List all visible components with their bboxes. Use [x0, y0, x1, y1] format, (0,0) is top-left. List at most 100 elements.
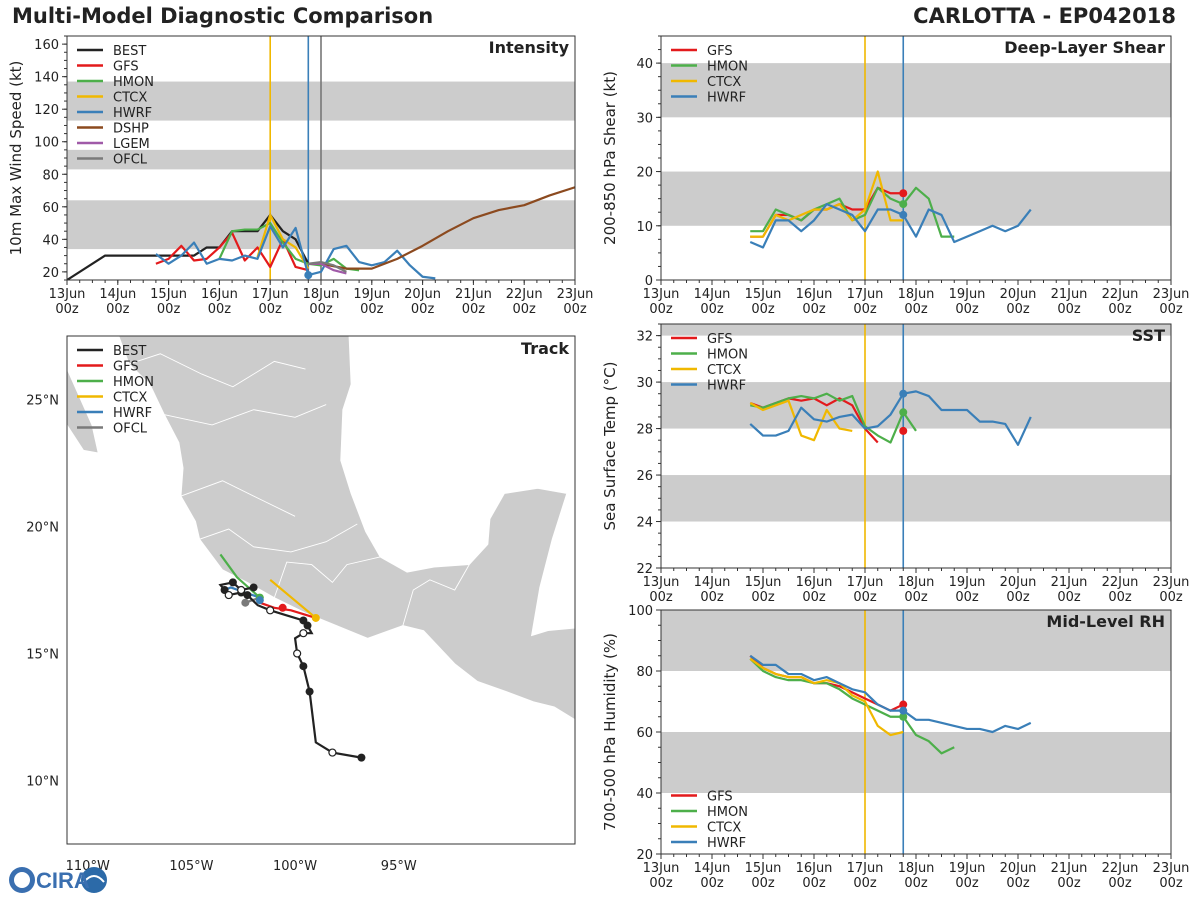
rh-xtick-label: 00z: [649, 876, 673, 891]
shear-ytick-label: 30: [636, 111, 653, 126]
shear-marker-hwrf: [899, 210, 908, 219]
rh-marker-hwrf: [899, 706, 908, 715]
rh-xtick-label: 00z: [751, 876, 775, 891]
rh-legend-label: HWRF: [707, 836, 746, 851]
shear-xtick-label: 00z: [649, 302, 673, 317]
intensity-xtick-label: 00z: [462, 302, 486, 317]
figure-title: Multi-Model Diagnostic Comparison: [12, 4, 434, 28]
track-xtick-label: 105°W: [169, 859, 213, 874]
sst-title: SST: [1132, 326, 1165, 345]
rh-ylabel: 700-500 hPa Humidity (%): [601, 633, 619, 831]
rh-legend-label: HMON: [707, 805, 748, 820]
shear-threshold-band: [661, 171, 1171, 226]
shear-xtick-label: 18Jun: [898, 287, 935, 302]
track-ofcl-marker: [241, 598, 250, 607]
track-best-point: [228, 578, 237, 587]
rh-title: Mid-Level RH: [1046, 612, 1165, 631]
rh-xtick-label: 15Jun: [745, 861, 782, 876]
sst-xtick-label: 00z: [955, 590, 979, 605]
sst-xtick-label: 21Jun: [1051, 575, 1088, 590]
shear-xtick-label: 00z: [1159, 302, 1183, 317]
intensity-xtick-label: 22Jun: [506, 287, 543, 302]
shear-xtick-label: 00z: [1006, 302, 1030, 317]
land-mexico: [67, 336, 575, 721]
rh-xtick-label: 23Jun: [1153, 861, 1190, 876]
sst-legend-label: HMON: [707, 348, 748, 363]
intensity-xtick-label: 19Jun: [353, 287, 390, 302]
rh-xtick-label: 00z: [904, 876, 928, 891]
state-border: [180, 480, 296, 517]
sst-series-hmon: [750, 392, 917, 444]
state-border: [164, 404, 327, 426]
intensity-xtick-label: 00z: [106, 302, 130, 317]
rh-xtick-label: 00z: [1057, 876, 1081, 891]
track-ytick-label: 15°N: [26, 648, 59, 663]
sst-legend-label: HWRF: [707, 379, 746, 394]
sst-xtick-label: 20Jun: [1000, 575, 1037, 590]
sst-ytick-label: 26: [636, 469, 653, 484]
track-ytick-label: 25°N: [26, 394, 59, 409]
shear-title: Deep-Layer Shear: [1004, 38, 1165, 57]
shear-ytick-label: 40: [636, 57, 653, 72]
rh-xtick-label: 00z: [853, 876, 877, 891]
shear-legend-label: CTCX: [707, 75, 741, 90]
rh-series-hmon: [749, 658, 955, 755]
shear-series-ctcx: [750, 170, 904, 238]
shear-xtick-label: 15Jun: [745, 287, 782, 302]
track-best-point-open: [266, 606, 275, 615]
intensity-legend-label: CTCX: [113, 91, 147, 106]
shear-ytick-label: 20: [636, 166, 653, 181]
intensity-xtick-label: 18Jun: [303, 287, 340, 302]
track-legend-label: CTCX: [113, 391, 147, 406]
intensity-series-hwrf: [155, 225, 436, 280]
sst-legend-label: GFS: [707, 332, 733, 347]
shear-series-hwrf: [749, 202, 1032, 249]
sst-ytick-label: 32: [636, 330, 653, 345]
panel-shear: 01020304013Jun00z14Jun00z15Jun00z16Jun00…: [601, 35, 1190, 317]
track-map-area: [67, 336, 575, 762]
sst-xtick-label: 00z: [853, 590, 877, 605]
rh-xtick-label: 14Jun: [694, 861, 731, 876]
shear-plot-area: [661, 36, 1171, 280]
track-hwrf-marker: [255, 596, 264, 605]
sst-xtick-label: 00z: [751, 590, 775, 605]
rh-ytick-label: 100: [628, 604, 653, 619]
sst-xtick-label: 00z: [1057, 590, 1081, 605]
sst-xtick-label: 00z: [904, 590, 928, 605]
panel-sst: 22242628303213Jun00z14Jun00z15Jun00z16Ju…: [601, 323, 1189, 605]
track-xtick-label: 95°W: [381, 859, 417, 874]
storm-title: CARLOTTA - EP042018: [913, 4, 1176, 28]
rh-series-hwrf: [749, 654, 1032, 734]
intensity-xtick-label: 00z: [208, 302, 232, 317]
sst-ytick-label: 24: [636, 516, 653, 531]
track-legend-label: HMON: [113, 375, 154, 390]
rh-legend-label: GFS: [707, 790, 733, 805]
sst-series-hwrf: [749, 390, 1032, 446]
rh-xtick-label: 19Jun: [949, 861, 986, 876]
shear-xtick-label: 14Jun: [694, 287, 731, 302]
rh-threshold-band: [661, 732, 1171, 793]
sst-xtick-label: 00z: [649, 590, 673, 605]
sst-threshold-band: [661, 324, 1171, 336]
intensity-xtick-label: 00z: [309, 302, 333, 317]
state-border: [273, 556, 381, 598]
intensity-ylabel: 10m Max Wind Speed (kt): [7, 61, 25, 256]
intensity-xtick-label: 17Jun: [252, 287, 289, 302]
shear-xtick-label: 23Jun: [1153, 287, 1190, 302]
panel-rh: 2040608010013Jun00z14Jun00z15Jun00z16Jun…: [601, 604, 1189, 891]
track-legend-label: OFCL: [113, 422, 148, 437]
cira-logo: CIRA: [9, 867, 107, 893]
rh-ytick-label: 80: [636, 665, 653, 680]
rh-threshold-band: [661, 610, 1171, 671]
rh-series-ctcx: [749, 657, 904, 737]
intensity-series-ofcl: [308, 261, 347, 273]
rh-xtick-label: 00z: [1006, 876, 1030, 891]
intensity-ytick-label: 80: [42, 168, 59, 183]
track-best-point-open: [328, 748, 337, 757]
track-legend-label: GFS: [113, 360, 139, 375]
intensity-series-ctcx: [256, 213, 310, 270]
track-best-point: [299, 662, 308, 671]
sst-xtick-label: 22Jun: [1102, 575, 1139, 590]
intensity-ytick-label: 140: [34, 71, 59, 86]
